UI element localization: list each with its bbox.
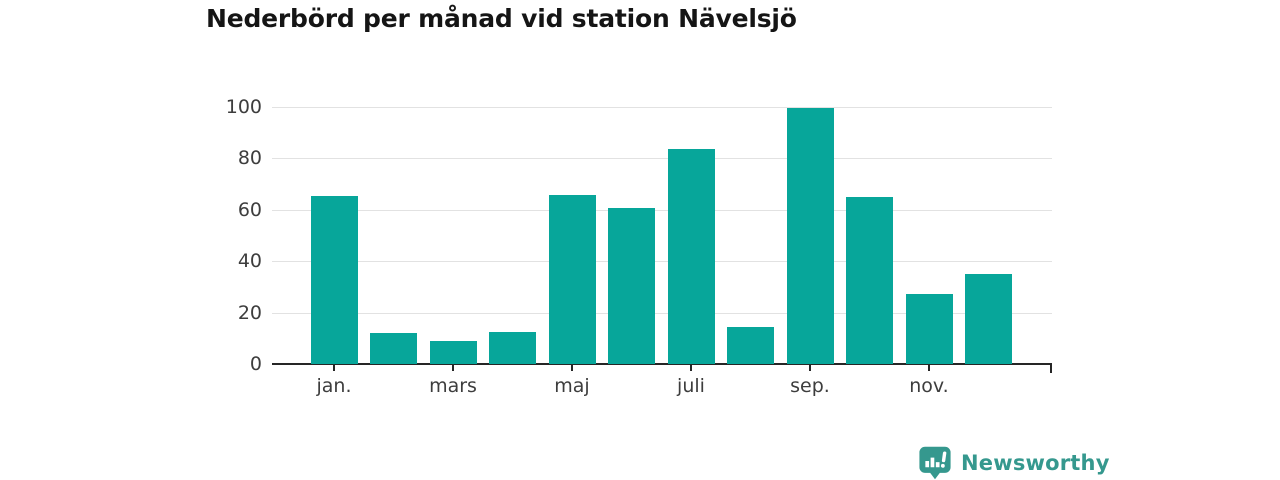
bar-apr. bbox=[489, 332, 536, 364]
bar-aug. bbox=[727, 326, 774, 364]
x-tick-nov. bbox=[928, 364, 930, 371]
x-tick-label-sep.: sep. bbox=[790, 375, 830, 397]
bar-juni bbox=[608, 207, 655, 364]
x-axis-line bbox=[272, 363, 1052, 365]
x-tick-juli bbox=[690, 364, 692, 371]
y-tick-label-60: 60 bbox=[237, 198, 262, 221]
brand-logo: Newsworthy bbox=[918, 446, 1110, 480]
y-tick-label-20: 20 bbox=[237, 301, 262, 324]
axis-end-tick bbox=[1050, 364, 1052, 373]
brand-name: Newsworthy bbox=[961, 451, 1110, 475]
x-tick-sep. bbox=[809, 364, 811, 371]
gridline-80 bbox=[272, 158, 1052, 160]
bar-jan. bbox=[310, 195, 358, 364]
x-tick-label-nov.: nov. bbox=[909, 375, 949, 397]
x-tick-mars bbox=[452, 364, 454, 371]
bar-chart-speech-bubble-icon bbox=[919, 446, 951, 480]
gridline-60 bbox=[272, 209, 1052, 211]
plot-area: 0 20 40 60 80 100 jan. mars maj juli sep. nov. bbox=[226, 96, 1052, 397]
bar-mars bbox=[429, 340, 477, 364]
bar-feb. bbox=[370, 333, 417, 364]
bar-sep. bbox=[786, 107, 834, 364]
bar-nov. bbox=[905, 294, 953, 364]
y-tick-label-40: 40 bbox=[237, 250, 262, 273]
gridline-20 bbox=[272, 312, 1052, 314]
bar-juli bbox=[667, 149, 715, 364]
x-tick-jan. bbox=[333, 364, 335, 371]
y-tick-label-0: 0 bbox=[249, 353, 262, 375]
y-tick-label-80: 80 bbox=[237, 147, 262, 170]
chart-title: Nederbörd per månad vid station Nävelsjö bbox=[206, 4, 797, 33]
x-tick-label-maj: maj bbox=[554, 375, 590, 397]
x-tick-label-jan.: jan. bbox=[316, 375, 352, 397]
x-tick-maj bbox=[571, 364, 573, 371]
gridline-100 bbox=[272, 107, 1052, 108]
gridline-40 bbox=[272, 261, 1052, 263]
bar-dec. bbox=[965, 274, 1012, 364]
y-tick-label-100: 100 bbox=[225, 96, 262, 118]
x-tick-label-mars: mars bbox=[429, 375, 477, 397]
bar-okt. bbox=[846, 197, 893, 364]
x-tick-label-juli: juli bbox=[677, 375, 705, 397]
bar-maj bbox=[548, 195, 596, 364]
